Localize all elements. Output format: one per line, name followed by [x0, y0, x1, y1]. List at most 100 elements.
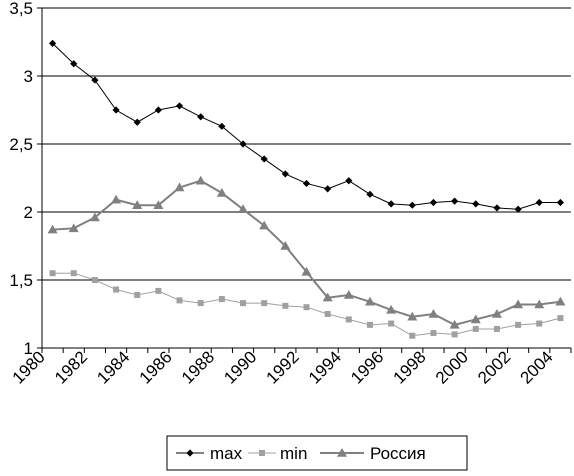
x-tick-label: 1984 [93, 347, 133, 387]
x-tick-label: 1996 [347, 347, 387, 387]
data-point [133, 118, 141, 126]
data-point [324, 185, 332, 193]
data-point [174, 182, 185, 192]
data-point [514, 205, 522, 213]
data-point [260, 155, 268, 163]
x-tick-label: 2002 [474, 347, 514, 387]
data-point [556, 198, 565, 207]
data-point [91, 76, 99, 84]
data-point [240, 300, 247, 307]
data-point [451, 197, 459, 205]
data-point [216, 187, 227, 197]
y-tick-label: 2,5 [9, 135, 33, 154]
data-point [111, 194, 122, 204]
x-tick-label: 2000 [432, 347, 472, 387]
data-point [49, 270, 56, 277]
data-point [70, 60, 78, 68]
data-point [281, 170, 289, 178]
data-point [388, 320, 395, 327]
data-point [449, 319, 460, 329]
data-point [491, 309, 502, 318]
data-point [536, 320, 543, 327]
data-point [408, 201, 416, 209]
data-point [302, 179, 311, 188]
data-point [557, 315, 564, 322]
series-triangle [47, 175, 566, 329]
data-point [91, 277, 98, 283]
data-point [155, 287, 162, 294]
data-point [429, 198, 438, 207]
data-point [89, 212, 100, 222]
data-point [345, 316, 352, 323]
data-point [366, 321, 373, 328]
data-point [470, 314, 481, 324]
data-point [343, 289, 354, 299]
data-point [515, 321, 522, 328]
data-point [134, 291, 141, 298]
data-point [47, 224, 58, 234]
data-point [48, 39, 57, 47]
data-point [132, 200, 143, 209]
data-point [197, 113, 205, 121]
data-point [387, 200, 395, 208]
x-tick-label: 1988 [178, 347, 218, 387]
legend-label: Россия [370, 444, 426, 463]
data-point [218, 296, 225, 303]
legend-box [166, 435, 468, 471]
x-tick-label: 1982 [51, 347, 91, 387]
data-point [407, 311, 418, 321]
data-point [472, 325, 479, 332]
data-point [451, 331, 458, 338]
legend-swatch-marker [186, 449, 194, 457]
data-point [218, 122, 226, 130]
data-point [197, 300, 204, 307]
data-point [259, 220, 270, 230]
y-tick-label: 1 [24, 339, 33, 358]
data-point [282, 302, 289, 309]
data-point [280, 241, 291, 250]
x-tick-label: 1986 [136, 347, 176, 387]
y-tick-label: 2 [24, 203, 33, 222]
y-tick-label: 1,5 [9, 271, 33, 290]
data-point [113, 286, 120, 293]
data-point [366, 190, 374, 198]
legend-label: max [210, 444, 243, 463]
axes [37, 7, 572, 353]
legend-label: min [280, 444, 307, 463]
series-line [52, 179, 561, 326]
series-diamond [48, 39, 565, 213]
data-point [386, 304, 397, 314]
data-point [409, 332, 416, 339]
y-tick-label: 3,5 [9, 0, 33, 18]
data-point [513, 299, 524, 309]
data-point [534, 299, 545, 309]
data-point [555, 296, 566, 306]
data-point [112, 106, 120, 114]
data-point [364, 296, 375, 306]
data-point [493, 325, 500, 332]
data-point [301, 266, 312, 276]
x-tick-label: 1998 [390, 347, 430, 387]
series [47, 39, 566, 339]
x-tick-label: 1980 [9, 347, 49, 387]
data-point [70, 270, 77, 277]
x-tick-label: 2004 [516, 347, 556, 387]
data-point [535, 198, 543, 207]
data-point [303, 304, 310, 311]
data-point [175, 102, 184, 110]
data-point [261, 300, 268, 307]
x-tick-label: 1992 [263, 347, 303, 387]
data-point [153, 200, 164, 209]
data-point [430, 330, 437, 337]
data-point [324, 311, 331, 317]
data-point [238, 204, 249, 214]
x-tick-label: 1990 [220, 347, 260, 387]
data-point [154, 106, 162, 114]
data-point [239, 140, 247, 148]
gridlines [42, 7, 571, 281]
data-point [68, 223, 79, 233]
legend-swatch-marker [259, 450, 265, 456]
data-point [322, 292, 333, 302]
